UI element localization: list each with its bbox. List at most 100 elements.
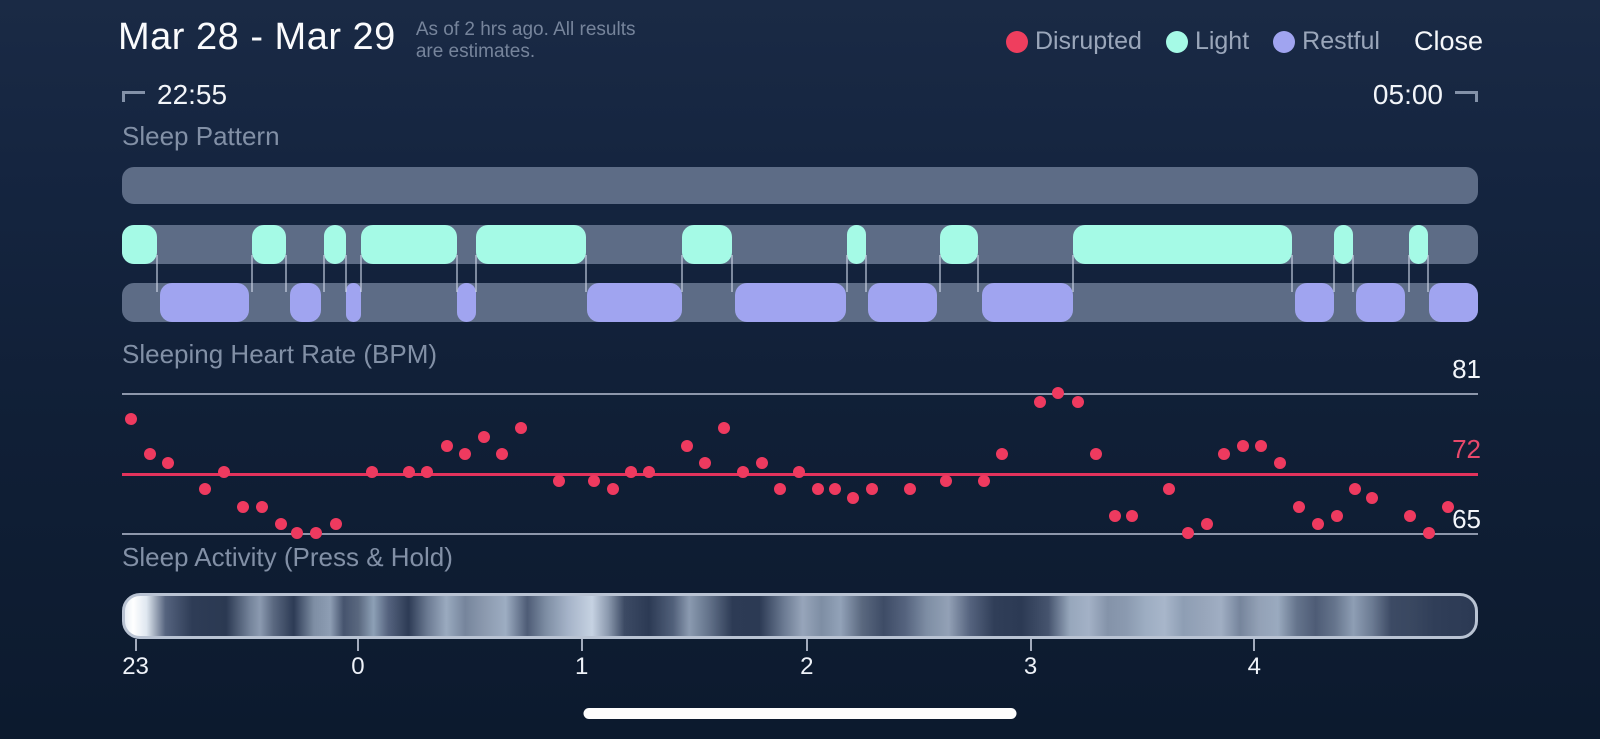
hour-label: 2 [800, 653, 814, 680]
light-sleep-segment [1072, 225, 1293, 264]
heart-rate-point [255, 500, 268, 513]
heart-rate-point [829, 483, 842, 496]
heart-rate-point [125, 413, 138, 426]
heart-rate-point [1200, 518, 1213, 531]
header-note-line1: As of 2 hrs ago. All results [415, 19, 636, 40]
light-sleep-segment [1408, 225, 1428, 264]
grid-line [122, 393, 1478, 395]
heart-rate-point [552, 474, 565, 487]
session-end-time: 05:00 [1372, 79, 1443, 110]
sleep-pattern-title: Sleep Pattern [122, 121, 280, 151]
page-title: Mar 28 - Mar 29 [118, 16, 396, 58]
stage-transition-line [846, 255, 849, 292]
stage-transition-line [359, 255, 362, 292]
heart-rate-point [421, 465, 434, 478]
bpm-axis-label: 72 [1452, 434, 1481, 464]
stage-transition-line [251, 255, 254, 292]
heart-rate-point [1442, 500, 1455, 513]
restful-sleep-segment [456, 283, 476, 322]
hour-tick [805, 639, 808, 651]
stage-transition-line [1333, 255, 1336, 292]
hour-label: 0 [351, 653, 365, 680]
restful-sleep-segment [1294, 283, 1335, 322]
heart-rate-point [274, 518, 287, 531]
heart-rate-point [1108, 509, 1121, 522]
hour-label: 4 [1247, 653, 1261, 680]
restful-dot-icon [1273, 30, 1296, 53]
heart-rate-point [290, 527, 303, 539]
session-end: 05:00 [1373, 79, 1478, 111]
bpm-axis-label: 65 [1452, 504, 1481, 534]
stage-transition-line [1291, 255, 1294, 292]
session-start-bracket-icon [122, 90, 145, 102]
legend-item-light: Light [1165, 27, 1249, 56]
stage-transition-line [681, 255, 684, 292]
hour-tick [1253, 639, 1256, 651]
hour-tick [134, 639, 137, 651]
heart-rate-point [1051, 387, 1064, 399]
heart-rate-point [737, 465, 750, 478]
light-sleep-segment [122, 225, 158, 264]
legend-item-disrupted: Disrupted [1005, 27, 1142, 56]
heart-rate-point [903, 483, 916, 496]
heart-rate-point [1274, 457, 1287, 469]
stage-transition-line [474, 255, 477, 292]
light-sleep-segment [360, 225, 457, 264]
stage-transition-line [938, 255, 941, 292]
restful-sleep-segment [734, 283, 847, 322]
heart-rate-point [996, 448, 1009, 461]
stage-transition-line [865, 255, 868, 292]
light-sleep-segment [682, 225, 733, 264]
heart-rate-point [330, 518, 343, 531]
hour-label: 1 [574, 653, 589, 680]
sleep-activity-bar[interactable] [122, 593, 1478, 639]
legend-item-restful: Restful [1273, 27, 1380, 56]
light-sleep-segment [847, 225, 867, 264]
legend-label-restful: Restful [1302, 27, 1380, 55]
restful-sleep-segment [290, 283, 322, 322]
header-note-line2: are estimates. [415, 41, 536, 62]
heart-rate-point [198, 483, 211, 496]
heart-rate-point [681, 439, 694, 452]
heart-rate-point [978, 474, 991, 487]
close-button[interactable]: Close [1413, 26, 1483, 56]
sleep-activity-title: Sleep Activity (Press & Hold) [122, 542, 453, 572]
session-start-time: 22:55 [157, 79, 228, 110]
heart-rate-point [1255, 439, 1268, 452]
stage-transition-line [731, 255, 734, 292]
light-sleep-segment [475, 225, 586, 264]
bpm-axis-label: 81 [1452, 354, 1481, 384]
heart-rate-point [1348, 483, 1361, 496]
heart-rate-point [1071, 395, 1084, 408]
heart-rate-point [1404, 509, 1417, 522]
disrupted-dot-icon [1005, 30, 1028, 53]
heart-rate-title: Sleeping Heart Rate (BPM) [122, 339, 438, 369]
header: Mar 28 - Mar 29 As of 2 hrs ago. All res… [0, 0, 1600, 63]
heart-rate-point [940, 474, 953, 487]
heart-rate-point [643, 465, 656, 478]
sleep-pattern-bars [122, 167, 1478, 322]
heart-rate-point [236, 500, 249, 513]
restful-sleep-segment [587, 283, 682, 322]
heart-rate-point [144, 448, 157, 461]
home-indicator[interactable] [583, 708, 1017, 719]
grid-line [122, 533, 1478, 535]
sleep-session-bar [122, 167, 1478, 204]
heart-rate-point [1034, 395, 1046, 408]
heart-rate-point [1293, 500, 1305, 513]
heart-rate-chart: 81 72 65 [122, 354, 1481, 539]
heart-rate-point [699, 457, 712, 469]
heart-rate-point [792, 465, 805, 478]
session-start: 22:55 [122, 79, 227, 111]
legend: Disrupted Light Restful Close [1005, 26, 1483, 57]
light-sleep-segment [324, 225, 346, 264]
main-content: 22:55 05:00 Sleep Pattern Sleeping Heart… [0, 79, 1600, 684]
stage-transition-line [976, 255, 979, 292]
heart-rate-point [756, 457, 769, 469]
hour-label: 23 [122, 653, 149, 680]
heart-rate-point [1423, 527, 1436, 539]
heart-rate-point [1311, 518, 1324, 531]
heart-rate-point [1237, 439, 1250, 452]
light-sleep-segment [1334, 225, 1354, 264]
